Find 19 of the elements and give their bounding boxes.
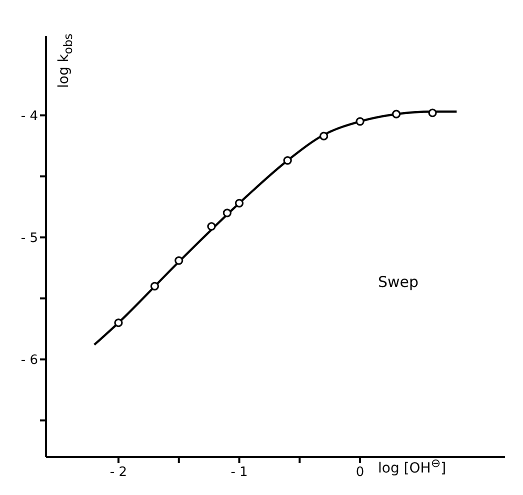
point [392,110,401,118]
point [222,208,232,218]
x-tick-label: - 1 [230,465,248,480]
point [283,156,292,165]
point [174,256,184,265]
y-tick-label: - 5 [20,230,38,246]
x-axis-title: log [OH$^{⊖}$] [378,456,446,477]
x-tick-label: 0 [356,465,364,480]
x-tick-label: - 2 [110,465,128,480]
point [234,198,244,208]
point [207,222,216,231]
annotation: Swep [378,273,419,291]
point [320,132,328,140]
point [356,117,364,126]
y-tick-label: - 4 [20,108,38,124]
y-tick-label: - 6 [20,352,38,368]
point [428,108,437,118]
point [114,318,123,328]
point [150,282,160,290]
